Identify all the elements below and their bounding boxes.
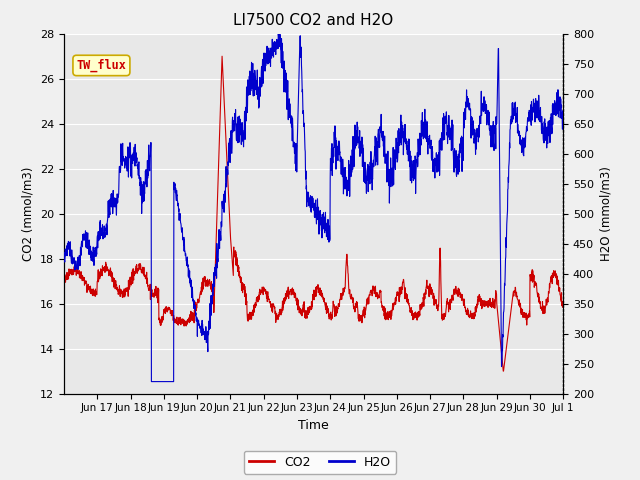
- X-axis label: Time: Time: [298, 419, 329, 432]
- Y-axis label: H2O (mmol/m3): H2O (mmol/m3): [600, 166, 612, 261]
- Y-axis label: CO2 (mmol/m3): CO2 (mmol/m3): [22, 167, 35, 261]
- Text: TW_flux: TW_flux: [77, 59, 126, 72]
- Title: LI7500 CO2 and H2O: LI7500 CO2 and H2O: [234, 13, 394, 28]
- Legend: CO2, H2O: CO2, H2O: [244, 451, 396, 474]
